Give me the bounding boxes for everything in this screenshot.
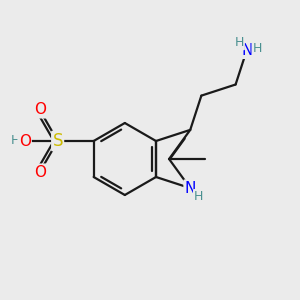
Text: H: H	[253, 42, 262, 55]
Text: H: H	[11, 134, 20, 147]
Text: O: O	[34, 165, 46, 180]
Text: H: H	[235, 36, 244, 49]
Text: S: S	[52, 132, 63, 150]
Text: O: O	[34, 102, 46, 117]
Text: O: O	[19, 134, 31, 148]
Text: N: N	[241, 43, 252, 58]
Text: N: N	[184, 181, 196, 196]
Text: H: H	[194, 190, 203, 203]
